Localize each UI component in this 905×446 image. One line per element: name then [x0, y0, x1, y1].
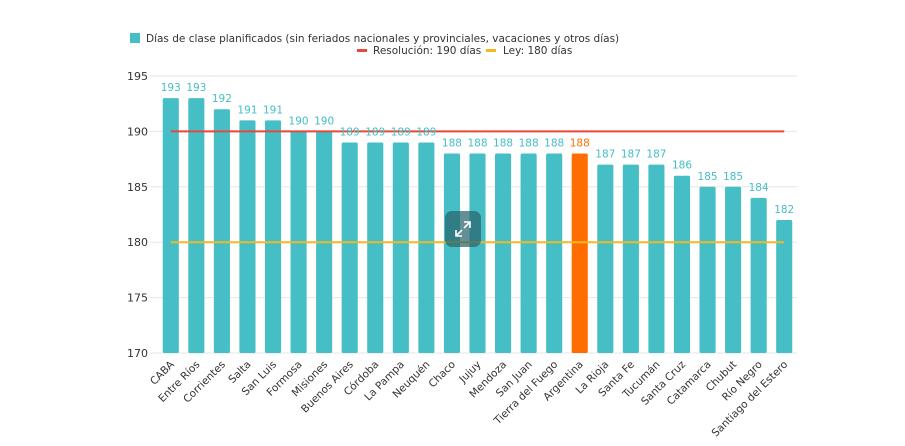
legend-label-resolucion[interactable]: Resolución: 190 días — [373, 45, 481, 57]
data-label: 189 — [391, 126, 411, 138]
bar[interactable] — [367, 142, 384, 353]
bar[interactable] — [213, 109, 230, 354]
bar[interactable] — [520, 153, 537, 353]
data-label: 191 — [237, 104, 257, 116]
data-label: 185 — [698, 171, 718, 183]
bar[interactable] — [699, 186, 716, 353]
data-label: 182 — [774, 204, 794, 216]
data-label: 192 — [212, 93, 232, 105]
legend: Días de clase planificados (sin feriados… — [130, 33, 619, 57]
legend-label-ley[interactable]: Ley: 180 días — [503, 45, 572, 57]
bar[interactable] — [392, 142, 409, 353]
expand-arrows-icon — [455, 221, 471, 237]
bar[interactable] — [341, 142, 358, 353]
data-label: 188 — [570, 138, 590, 150]
data-label: 187 — [621, 149, 641, 161]
data-label: 191 — [263, 104, 283, 116]
data-label: 190 — [314, 115, 334, 127]
bar[interactable] — [597, 164, 614, 353]
data-label: 189 — [340, 126, 360, 138]
bar[interactable] — [571, 153, 588, 353]
bar[interactable] — [418, 142, 435, 353]
bar[interactable] — [239, 120, 256, 353]
legend-swatch-series — [130, 33, 140, 43]
x-tick-label: Chaco — [427, 359, 459, 391]
data-label: 189 — [365, 126, 385, 138]
data-label: 193 — [161, 82, 181, 94]
data-label: 188 — [493, 138, 513, 150]
legend-label-series[interactable]: Días de clase planificados (sin feriados… — [146, 33, 619, 45]
data-label: 187 — [595, 149, 615, 161]
bar[interactable] — [469, 153, 486, 353]
bars — [162, 98, 793, 354]
bar[interactable] — [264, 120, 282, 353]
bar[interactable] — [648, 164, 665, 353]
bar[interactable] — [162, 98, 179, 353]
expand-button[interactable] — [445, 211, 481, 247]
bar[interactable] — [622, 164, 639, 353]
y-tick-label: 195 — [127, 70, 148, 83]
bar[interactable] — [776, 220, 793, 353]
bar[interactable] — [546, 153, 563, 353]
y-axis: 170 175 180 185 190 195 — [127, 70, 148, 360]
bar[interactable] — [443, 153, 460, 353]
legend-swatch-ley — [486, 49, 496, 52]
data-label: 187 — [646, 149, 666, 161]
data-label: 189 — [416, 126, 436, 138]
data-label: 186 — [672, 160, 692, 172]
y-tick-label: 180 — [127, 236, 148, 249]
y-tick-label: 175 — [127, 292, 148, 305]
data-label: 188 — [467, 138, 487, 150]
legend-swatch-resolucion — [357, 49, 367, 52]
bar[interactable] — [495, 153, 512, 353]
data-label: 193 — [186, 82, 206, 94]
bar[interactable] — [725, 186, 742, 353]
y-tick-label: 185 — [127, 181, 148, 194]
bar[interactable] — [673, 175, 691, 353]
bar[interactable] — [188, 98, 205, 353]
data-label: 185 — [723, 171, 743, 183]
data-labels: 193 193 192 191 191 190 190 189 189 189 189 188 188 1… — [161, 82, 794, 216]
y-tick-label: 190 — [127, 125, 148, 138]
bar[interactable] — [750, 197, 767, 353]
data-label: 188 — [544, 138, 564, 150]
data-label: 188 — [442, 138, 462, 150]
data-label: 184 — [749, 182, 769, 194]
y-tick-label: 170 — [127, 347, 148, 360]
data-label: 190 — [289, 115, 309, 127]
data-label: 188 — [519, 138, 539, 150]
